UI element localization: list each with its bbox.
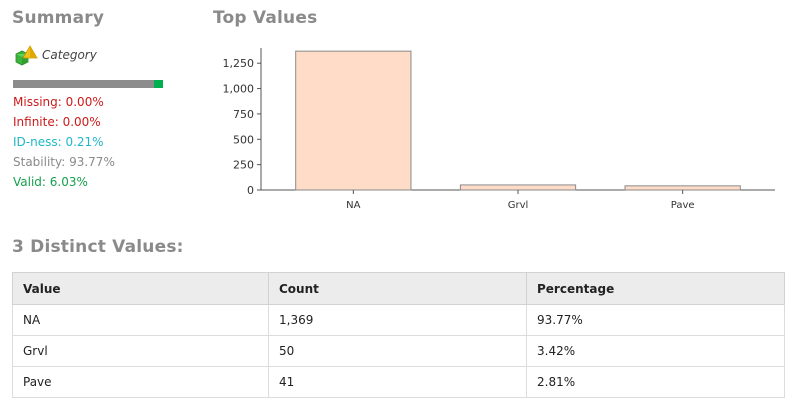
column-header-value[interactable]: Value: [12, 272, 269, 305]
cell-value: NA: [12, 304, 269, 336]
cell-count: 41: [268, 366, 527, 398]
distinct-values-title: 3 Distinct Values:: [12, 237, 184, 257]
cell-count: 50: [268, 335, 527, 367]
stat-valid: Valid: 6.03%: [13, 175, 88, 189]
cell-percentage: 3.42%: [526, 335, 785, 367]
distinct-values-table: Value Count Percentage NA 1,369 93.77% G…: [12, 272, 785, 398]
stat-idness: ID-ness: 0.21%: [13, 135, 104, 149]
stat-missing: Missing: 0.00%: [13, 95, 104, 109]
cell-value: Pave: [12, 366, 269, 398]
table-row: Pave 41 2.81%: [12, 366, 785, 398]
bar: [295, 50, 412, 191]
validity-bar-valid-fill: [153, 80, 163, 88]
summary-title: Summary: [12, 8, 105, 28]
y-tick-label: 750: [233, 108, 254, 121]
x-tick-label: Pave: [671, 200, 695, 211]
y-tick-label: 1,000: [223, 83, 255, 96]
y-tick-label: 500: [233, 133, 254, 146]
cell-value: Grvl: [12, 335, 269, 367]
column-header-percentage[interactable]: Percentage: [526, 272, 785, 305]
bar: [459, 184, 577, 191]
stat-stability: Stability: 93.77%: [13, 155, 115, 169]
top-values-chart: 0 250 500 750 1,000 1,250 NA Grvl Pave: [223, 48, 775, 211]
table-row: Grvl 50 3.42%: [12, 335, 785, 367]
y-tick-label: 250: [233, 159, 254, 172]
column-header-count[interactable]: Count: [268, 272, 527, 305]
bar: [624, 185, 741, 191]
category-icon: [15, 45, 38, 66]
top-values-title: Top Values: [213, 8, 318, 28]
table-row: NA 1,369 93.77%: [12, 304, 785, 336]
cell-percentage: 2.81%: [526, 366, 785, 398]
y-tick-label: 1,250: [223, 57, 255, 70]
y-tick-label: 0: [247, 184, 254, 197]
x-tick-label: Grvl: [508, 200, 529, 211]
table-header-row: Value Count Percentage: [12, 272, 785, 305]
cell-count: 1,369: [268, 304, 527, 336]
cell-percentage: 93.77%: [526, 304, 785, 336]
type-label: Category: [42, 48, 97, 62]
stat-infinite: Infinite: 0.00%: [13, 115, 101, 129]
x-tick-label: NA: [346, 200, 360, 211]
validity-bar: [13, 80, 163, 88]
